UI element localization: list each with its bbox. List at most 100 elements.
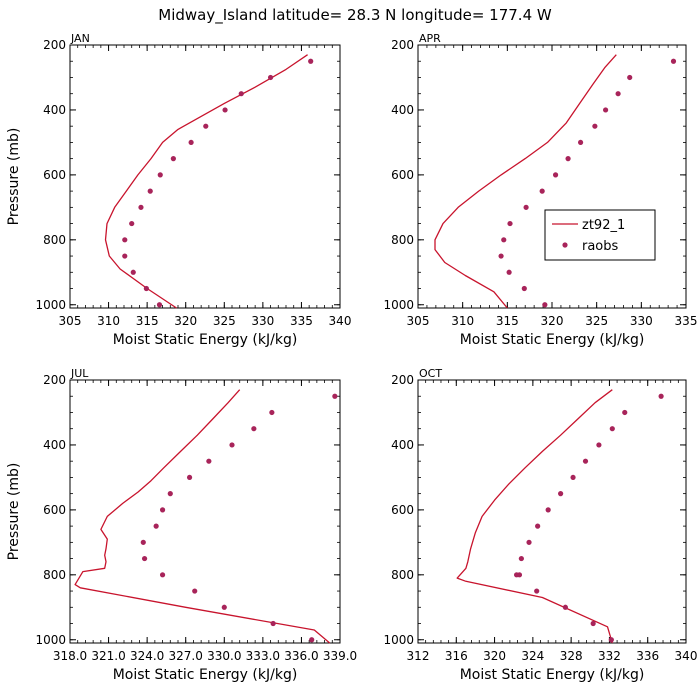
apr-ytick-label: 200 bbox=[391, 38, 414, 52]
jan-x-axis-label: Moist Static Energy (kJ/kg) bbox=[113, 332, 298, 348]
apr-obs-point bbox=[506, 269, 512, 275]
jan-obs-point bbox=[129, 220, 135, 227]
jul-obs-point bbox=[141, 555, 148, 562]
jul-ytick-label: 200 bbox=[43, 373, 66, 387]
jan-obs-point bbox=[203, 123, 209, 129]
apr-obs-point bbox=[577, 139, 584, 146]
jul-obs-point bbox=[192, 588, 198, 594]
apr-ytick-label: 800 bbox=[391, 233, 414, 247]
oct-obs-point bbox=[526, 539, 532, 545]
jul-ytick-label: 1000 bbox=[35, 633, 66, 647]
oct-obs-point bbox=[608, 637, 614, 643]
apr-xtick-label: 330 bbox=[630, 314, 653, 328]
apr-model-line bbox=[434, 54, 617, 309]
apr-obs-point bbox=[501, 237, 507, 243]
apr-obs-point bbox=[603, 107, 609, 113]
oct-xtick-label: 340 bbox=[675, 649, 698, 663]
oct-obs-point bbox=[596, 442, 602, 448]
jan-obs-point bbox=[122, 237, 128, 243]
apr-obs-point bbox=[507, 220, 513, 227]
oct-obs-point bbox=[518, 555, 524, 562]
legend-obs-marker bbox=[562, 242, 568, 248]
oct-obs-point bbox=[562, 604, 569, 610]
jul-xtick-label: 336.0 bbox=[284, 649, 318, 663]
apr-panel-title: APR bbox=[419, 32, 441, 45]
jan-ytick-label: 200 bbox=[43, 38, 66, 52]
jul-obs-point bbox=[159, 507, 166, 513]
panel-jul: JUL 318.0 321.0 324.0 327.0 330.0 333.0 336.0 33… bbox=[6, 367, 357, 683]
oct-panel-title: OCT bbox=[419, 367, 442, 380]
apr-obs-point bbox=[565, 156, 571, 162]
apr-ytick-label: 400 bbox=[391, 103, 414, 117]
jan-obs-point bbox=[157, 172, 163, 178]
oct-model-line bbox=[456, 389, 613, 644]
jul-obs-point bbox=[229, 442, 235, 448]
apr-plot-frame bbox=[417, 44, 687, 309]
jan-xtick-label: 325 bbox=[213, 314, 236, 328]
jul-xtick-label: 318.0 bbox=[53, 649, 87, 663]
jul-panel-title: JUL bbox=[70, 367, 89, 380]
jan-obs-point bbox=[147, 188, 153, 194]
panel-apr: APR 305 310 315 320 325 330 335 200 400 600 800 1000… bbox=[383, 32, 697, 348]
oct-xtick-label: 316 bbox=[445, 649, 468, 663]
apr-obs-point bbox=[552, 172, 559, 178]
apr-obs-point bbox=[542, 302, 548, 308]
apr-xtick-label: 310 bbox=[451, 314, 474, 328]
oct-obs-point bbox=[609, 426, 615, 432]
oct-xtick-label: 336 bbox=[636, 649, 659, 663]
oct-obs-point bbox=[535, 523, 541, 529]
jan-y-axis-label: Pressure (mb) bbox=[6, 128, 22, 226]
oct-xtick-label: 324 bbox=[521, 649, 544, 663]
jul-xtick-label: 339.0 bbox=[323, 649, 357, 663]
apr-obs-point bbox=[615, 91, 621, 97]
jan-obs-point bbox=[122, 253, 128, 259]
jan-ytick-label: 1000 bbox=[35, 298, 66, 312]
jul-plot-frame bbox=[69, 379, 341, 644]
oct-obs-point bbox=[534, 588, 540, 594]
jul-xtick-label: 324.0 bbox=[130, 649, 164, 663]
apr-obs-point bbox=[539, 188, 545, 194]
oct-x-axis-label: Moist Static Energy (kJ/kg) bbox=[460, 667, 645, 683]
jul-ytick-label: 800 bbox=[43, 568, 66, 582]
legend: zt92_1 raobs bbox=[544, 209, 656, 261]
jan-obs-point bbox=[222, 107, 228, 113]
jul-obs-point bbox=[140, 539, 146, 545]
jan-ytick-label: 600 bbox=[43, 168, 66, 182]
jul-obs-point bbox=[332, 393, 338, 399]
jul-obs-point bbox=[206, 458, 212, 464]
apr-xtick-label: 320 bbox=[541, 314, 564, 328]
jan-obs-point bbox=[188, 139, 194, 146]
apr-obs-point bbox=[498, 253, 504, 259]
oct-ytick-label: 600 bbox=[391, 503, 414, 517]
apr-x-axis-label: Moist Static Energy (kJ/kg) bbox=[460, 332, 645, 348]
jan-xtick-label: 340 bbox=[329, 314, 352, 328]
jul-ytick-label: 600 bbox=[43, 503, 66, 517]
panel-oct: OCT 312 316 320 324 328 332 336 340 200 400 600 800 1… bbox=[383, 367, 697, 683]
jul-xtick-label: 330.0 bbox=[207, 649, 241, 663]
apr-obs-point bbox=[523, 204, 529, 210]
jan-obs-point bbox=[238, 91, 244, 97]
jan-obs-point bbox=[170, 156, 176, 162]
jul-obs-point bbox=[159, 572, 166, 578]
oct-plot-frame bbox=[417, 379, 687, 644]
legend-model-label: zt92_1 bbox=[582, 218, 625, 233]
jul-y-axis-label: Pressure (mb) bbox=[6, 463, 22, 561]
apr-ytick-label: 600 bbox=[391, 168, 414, 182]
jan-xtick-label: 305 bbox=[59, 314, 82, 328]
jan-panel-title: JAN bbox=[70, 32, 90, 45]
jul-ytick-label: 400 bbox=[43, 438, 66, 452]
legend-box bbox=[544, 209, 656, 261]
oct-obs-point bbox=[558, 491, 564, 497]
oct-obs-point bbox=[590, 620, 596, 627]
jul-obs-point bbox=[186, 474, 193, 481]
jul-obs-point bbox=[251, 426, 257, 432]
oct-xtick-label: 320 bbox=[483, 649, 506, 663]
oct-xtick-label: 328 bbox=[560, 649, 583, 663]
jan-obs-point bbox=[138, 204, 144, 210]
jan-xtick-label: 335 bbox=[290, 314, 313, 328]
jan-ytick-label: 400 bbox=[43, 103, 66, 117]
figure-title: Midway_Island latitude= 28.3 N longitude… bbox=[158, 6, 552, 25]
jul-obs-point bbox=[270, 620, 276, 627]
apr-xtick-label: 335 bbox=[675, 314, 698, 328]
